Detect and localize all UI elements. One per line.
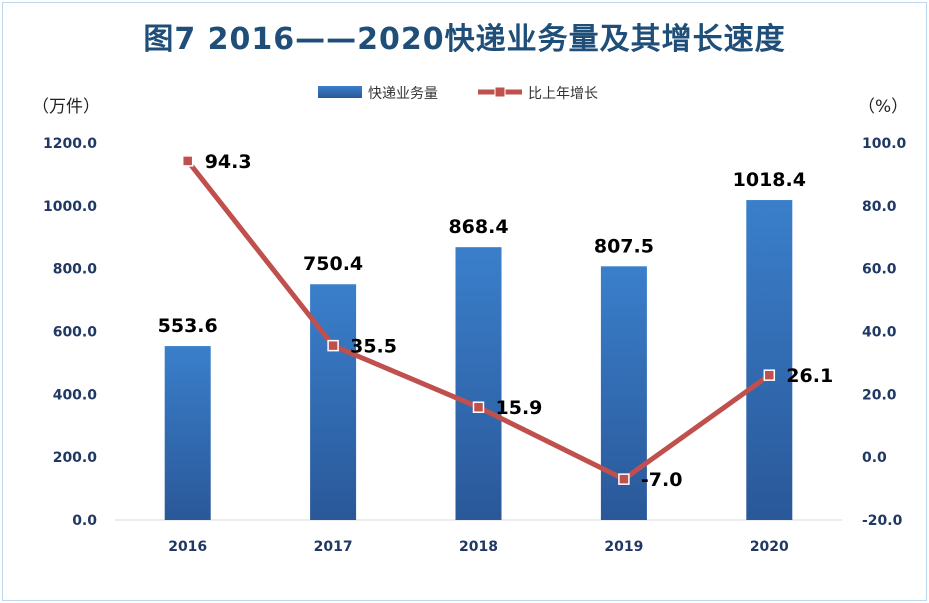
growth-marker (763, 369, 776, 381)
bar (164, 346, 211, 520)
bar-data-label: 807.5 (594, 235, 654, 257)
line-data-label: 35.5 (350, 336, 397, 358)
right-tick-label: 0.0 (862, 450, 887, 466)
right-tick-label: 60.0 (862, 262, 897, 278)
bar-data-label: 553.6 (158, 315, 218, 337)
right-tick-label: 100.0 (862, 136, 907, 152)
legend-line-label: 比上年增长 (528, 86, 598, 102)
left-tick-label: 200.0 (53, 450, 98, 466)
growth-marker (618, 473, 630, 485)
left-tick-label: 1200.0 (43, 136, 97, 152)
legend-line-marker (494, 86, 506, 98)
legend-bar-swatch (318, 86, 362, 98)
chart-title: 图7 2016——2020快递业务量及其增长速度 (143, 22, 786, 57)
x-tick-label: 2016 (168, 539, 207, 555)
x-tick-label: 2019 (604, 539, 643, 555)
x-tick-label: 2020 (750, 539, 789, 555)
growth-marker (327, 339, 339, 352)
left-tick-label: 800.0 (53, 262, 98, 278)
left-tick-label: 1000.0 (43, 199, 97, 215)
bar (310, 284, 357, 520)
line-data-label: -7.0 (641, 469, 683, 491)
right-tick-label: -20.0 (862, 513, 903, 529)
x-tick-label: 2018 (459, 539, 498, 555)
right-tick-label: 20.0 (862, 387, 897, 403)
right-tick-label: 80.0 (862, 199, 897, 215)
bar (746, 200, 793, 520)
legend-bar-label: 快递业务量 (368, 86, 438, 102)
left-tick-label: 0.0 (72, 513, 97, 529)
bar (455, 247, 502, 520)
right-axis-unit: （%） (858, 97, 908, 117)
line-data-label: 94.3 (205, 151, 252, 173)
bar-data-label: 868.4 (448, 216, 508, 238)
line-data-label: 26.1 (786, 365, 833, 387)
left-tick-label: 600.0 (53, 325, 98, 341)
right-tick-label: 40.0 (862, 325, 897, 341)
growth-marker (472, 401, 485, 413)
left-tick-label: 400.0 (53, 387, 98, 403)
left-axis-unit: （万件） (32, 97, 100, 117)
bar-data-label: 1018.4 (733, 169, 806, 191)
line-data-label: 15.9 (496, 397, 543, 419)
growth-marker (181, 155, 194, 167)
bar-data-label: 750.4 (303, 253, 363, 275)
x-tick-label: 2017 (314, 539, 353, 555)
